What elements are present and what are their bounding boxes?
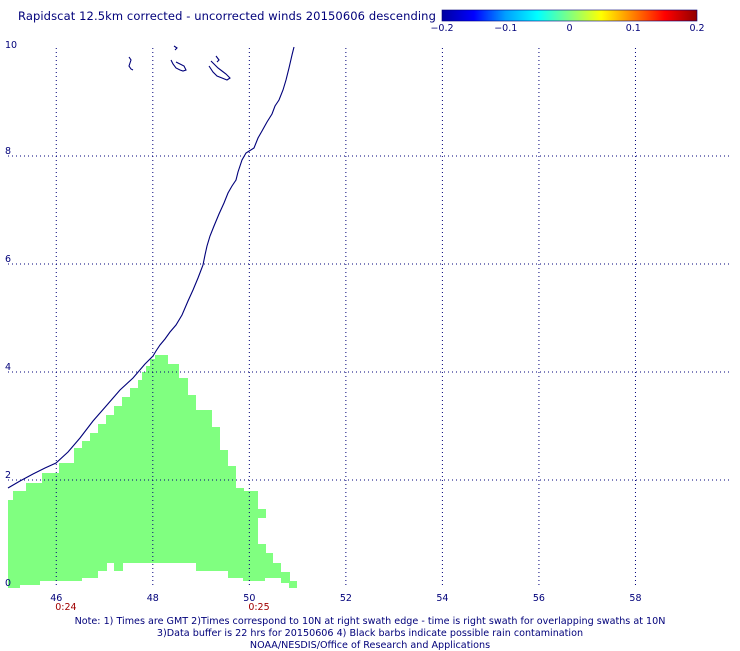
colorbar: −0.2 −0.1 0 0.1 0.2 [430, 9, 705, 34]
longitude-tick-label: 50 [243, 593, 255, 604]
island-2 [170, 59, 187, 72]
longitude-tick-label: 54 [436, 593, 448, 604]
swath-time-label: 0:25 [248, 602, 269, 613]
graticule-grid [8, 48, 732, 588]
swath-coverage [8, 355, 297, 588]
island-5 [215, 55, 220, 63]
swath-time-label: 0:24 [55, 602, 76, 613]
footnote-line-2: 3)Data buffer is 22 hrs for 20150606 4) … [156, 628, 584, 639]
colorbar-tick-label: 0.2 [689, 23, 704, 34]
island-1 [128, 56, 134, 71]
latitude-tick-label: 8 [5, 146, 11, 157]
footnote-line-1: Note: 1) Times are GMT 2)Times correspon… [74, 616, 666, 627]
colorbar-gradient [441, 9, 698, 22]
latitude-tick-label: 2 [5, 470, 11, 481]
swath-fill [8, 355, 297, 588]
coastline-path [7, 46, 295, 489]
latitude-tick-label: 6 [5, 254, 11, 265]
colorbar-tick-label: −0.2 [430, 23, 453, 34]
latitude-tick-label: 0 [5, 578, 11, 589]
coastline [7, 45, 295, 489]
longitude-tick-label: 48 [147, 593, 159, 604]
longitude-tick-label: 46 [50, 593, 62, 604]
colorbar-tick-label: 0 [566, 23, 572, 34]
map-title: Rapidscat 12.5km corrected - uncorrected… [18, 9, 436, 23]
longitude-tick-label: 58 [629, 593, 641, 604]
latitude-tick-label: 4 [5, 362, 11, 373]
footnote-line-3: NOAA/NESDIS/Office of Research and Appli… [249, 640, 491, 651]
longitude-tick-label: 56 [533, 593, 545, 604]
colorbar-tick-label: 0.1 [626, 23, 641, 34]
island-4 [208, 60, 231, 81]
island-3 [173, 45, 178, 51]
latitude-tick-label: 10 [5, 40, 17, 51]
colorbar-tick-label: −0.1 [494, 23, 517, 34]
longitude-tick-label: 52 [340, 593, 352, 604]
